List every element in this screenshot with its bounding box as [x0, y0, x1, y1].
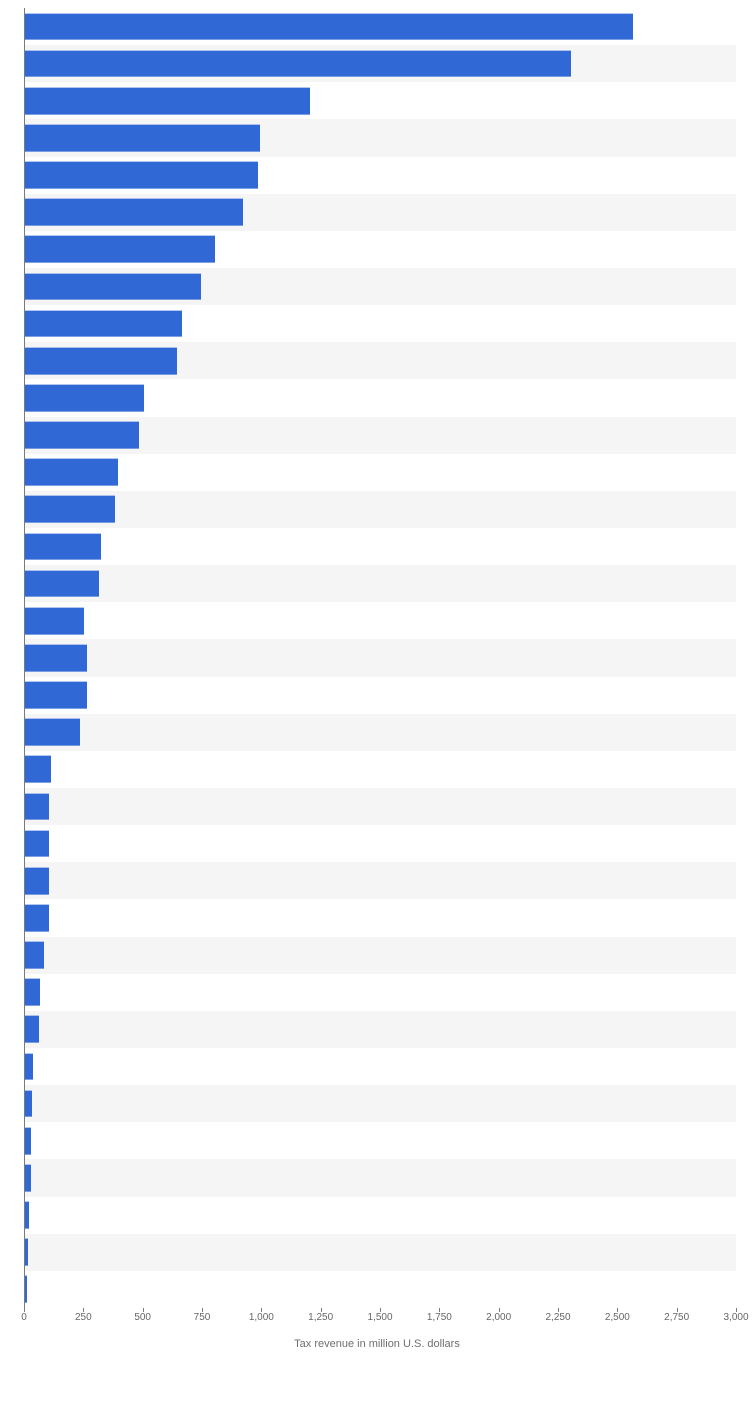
- bar: [25, 310, 182, 337]
- table-row: [25, 268, 736, 305]
- bar: [25, 1276, 27, 1303]
- bar: [25, 459, 118, 486]
- table-row: [25, 454, 736, 491]
- tax-revenue-bar-chart: 0 250 500 750 1,000 1,250 1,500 1,750 2,000 2,250…: [0, 0, 754, 1409]
- bar: [25, 273, 201, 300]
- table-row: [25, 862, 736, 899]
- table-row: [25, 899, 736, 936]
- x-tick-label: 2,000: [486, 1312, 511, 1323]
- x-axis-ticks: 0 250 500 750 1,000 1,250 1,500 1,750 2,000 2,250…: [24, 1312, 736, 1332]
- table-row: [25, 1159, 736, 1196]
- bar: [25, 236, 215, 263]
- x-axis-label: Tax revenue in million U.S. dollars: [0, 1338, 754, 1350]
- x-tick-label: 1,000: [249, 1312, 274, 1323]
- table-row: [25, 751, 736, 788]
- x-tick-label: 3,000: [723, 1312, 748, 1323]
- bar: [25, 719, 80, 746]
- bar: [25, 645, 87, 672]
- table-row: [25, 491, 736, 528]
- bar: [25, 830, 49, 857]
- table-row: [25, 231, 736, 268]
- table-row: [25, 528, 736, 565]
- table-row: [25, 639, 736, 676]
- x-tick-label: 2,250: [545, 1312, 570, 1323]
- table-row: [25, 677, 736, 714]
- x-tick-label: 750: [194, 1312, 211, 1323]
- bar: [25, 1239, 28, 1266]
- plot-area: [24, 8, 736, 1308]
- bar: [25, 793, 49, 820]
- x-tick-label: 0: [21, 1312, 27, 1323]
- bar: [25, 13, 633, 40]
- table-row: [25, 119, 736, 156]
- table-row: [25, 82, 736, 119]
- bar: [25, 905, 49, 932]
- bar: [25, 422, 139, 449]
- bar: [25, 125, 260, 152]
- table-row: [25, 305, 736, 342]
- table-row: [25, 1197, 736, 1234]
- table-row: [25, 1085, 736, 1122]
- bar: [25, 347, 177, 374]
- table-row: [25, 602, 736, 639]
- bar: [25, 496, 115, 523]
- x-tick-label: 1,750: [427, 1312, 452, 1323]
- bar: [25, 1127, 31, 1154]
- table-row: [25, 8, 736, 45]
- table-row: [25, 1271, 736, 1308]
- table-row: [25, 714, 736, 751]
- x-tick-label: 2,750: [664, 1312, 689, 1323]
- table-row: [25, 1234, 736, 1271]
- bar: [25, 1053, 33, 1080]
- bar: [25, 1202, 29, 1229]
- bar: [25, 756, 51, 783]
- x-tick-label: 1,250: [308, 1312, 333, 1323]
- x-tick-label: 500: [134, 1312, 151, 1323]
- bar: [25, 533, 101, 560]
- table-row: [25, 45, 736, 82]
- table-row: [25, 1122, 736, 1159]
- x-tick-label: 2,500: [605, 1312, 630, 1323]
- bar: [25, 682, 87, 709]
- x-tick-label: 1,500: [367, 1312, 392, 1323]
- table-row: [25, 788, 736, 825]
- bar: [25, 162, 258, 189]
- bar: [25, 50, 571, 77]
- bar: [25, 87, 310, 114]
- bar: [25, 607, 84, 634]
- table-row: [25, 417, 736, 454]
- table-row: [25, 565, 736, 602]
- table-row: [25, 937, 736, 974]
- bar: [25, 199, 243, 226]
- bar: [25, 1016, 39, 1043]
- bar: [25, 979, 40, 1006]
- table-row: [25, 379, 736, 416]
- table-row: [25, 974, 736, 1011]
- x-tick-label: 250: [75, 1312, 92, 1323]
- bar: [25, 1090, 32, 1117]
- table-row: [25, 342, 736, 379]
- bar: [25, 1165, 31, 1192]
- table-row: [25, 157, 736, 194]
- table-row: [25, 1048, 736, 1085]
- table-row: [25, 194, 736, 231]
- bar: [25, 867, 49, 894]
- bar: [25, 942, 44, 969]
- table-row: [25, 825, 736, 862]
- bar: [25, 385, 144, 412]
- bar: [25, 570, 99, 597]
- table-row: [25, 1011, 736, 1048]
